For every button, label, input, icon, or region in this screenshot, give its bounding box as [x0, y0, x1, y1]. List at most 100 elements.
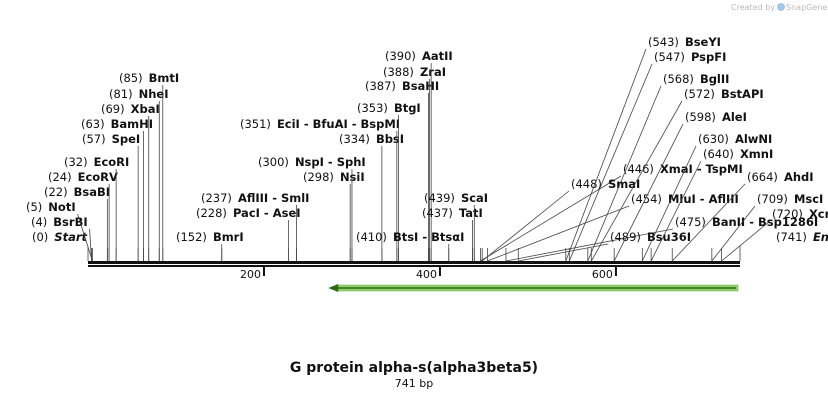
site-label: (0) Start: [32, 230, 88, 244]
site-position: (351): [240, 117, 271, 131]
feature-arrow-head: [328, 284, 339, 292]
site-label: (57) SpeI: [82, 132, 140, 146]
site-connector: [505, 228, 674, 262]
enzyme-name: BtsI - BtsαI: [393, 230, 464, 244]
enzyme-name: XmnI: [740, 147, 773, 161]
enzyme-name: MluI - AflIII: [668, 192, 739, 206]
ruler-tick-label: 200: [240, 268, 261, 281]
enzyme-name: AleI: [722, 110, 747, 124]
ruler-tick-label: 600: [592, 268, 613, 281]
site-position: (720): [772, 207, 803, 221]
site-label: (630) AlwNI: [698, 132, 772, 146]
site-position: (63): [81, 117, 105, 131]
site-label: (334) BbsI: [339, 132, 404, 146]
site-position: (572): [684, 87, 715, 101]
site-position: (5): [26, 200, 42, 214]
enzyme-name: AatII: [422, 49, 453, 63]
site-label: (32) EcoRI: [64, 155, 129, 169]
site-label: (448) SmaI: [571, 177, 640, 191]
site-label: (300) NspI - SphI: [258, 155, 366, 169]
site-position: (81): [109, 87, 133, 101]
site-connector: [565, 48, 647, 262]
site-position: (741): [776, 230, 807, 244]
site-label: (388) ZraI: [383, 65, 446, 79]
site-position: (237): [201, 191, 232, 205]
credit-brand: SnapGene: [786, 3, 828, 12]
sequence-length: 741 bp: [394, 377, 434, 390]
site-position: (387): [365, 79, 396, 93]
site-label: (63) BamHI: [81, 117, 153, 131]
enzyme-name: BglII: [700, 72, 730, 86]
site-label: (353) BtgI: [357, 101, 421, 115]
site-position: (547): [654, 50, 685, 64]
site-connector: [711, 205, 756, 262]
enzyme-name: XbaI: [131, 102, 160, 116]
site-connector: [587, 85, 662, 262]
enzyme-name: ZraI: [420, 65, 446, 79]
site-position: (709): [757, 192, 788, 206]
site-label: (410) BtsI - BtsαI: [356, 230, 464, 244]
map-title: G protein alpha-s(alpha3beta5): [289, 360, 539, 376]
site-label: (237) AflIII - SmlI: [201, 191, 309, 205]
ruler-tick-label: 400: [416, 268, 437, 281]
site-label: (439) ScaI: [424, 191, 488, 205]
site-label: (228) PacI - AseI: [196, 206, 301, 220]
site-connector: [721, 220, 771, 262]
site-connector: [77, 213, 93, 262]
snapgene-credit: Created by SnapGene: [731, 3, 827, 12]
site-position: (475): [675, 215, 706, 229]
site-label: (387) BsaHI: [365, 79, 439, 93]
site-position: (334): [339, 132, 370, 146]
site-position: (69): [101, 102, 125, 116]
enzyme-name: AhdI: [784, 170, 814, 184]
site-position: (388): [383, 65, 414, 79]
site-position: (57): [82, 132, 106, 146]
enzyme-name: BsaHI: [402, 79, 439, 93]
credit-prefix: Created by: [731, 3, 776, 12]
enzyme-name: BtgI: [394, 101, 421, 115]
enzyme-name: MscI: [794, 192, 823, 206]
backbone-top-strand: [88, 261, 740, 264]
site-position: (32): [64, 155, 88, 169]
site-connector: [641, 145, 697, 262]
site-connector: [613, 123, 684, 262]
site-label: (4) BsrBI: [31, 215, 88, 229]
site-label: (475) BanII - Bsp1286I: [675, 215, 818, 229]
enzyme-name: BmrI: [213, 230, 244, 244]
site-label: (489) Bsu36I: [610, 230, 691, 244]
site-position: (598): [685, 110, 716, 124]
enzyme-name: NspI - SphI: [295, 155, 366, 169]
site-position: (543): [648, 35, 679, 49]
site-connector: [671, 183, 746, 262]
enzyme-name: PspFI: [691, 50, 726, 64]
site-position: (390): [385, 49, 416, 63]
enzyme-name: TatI: [459, 206, 483, 220]
site-label: (446) XmaI - TspMI: [623, 162, 743, 176]
site-position: (85): [119, 71, 143, 85]
site-label: (85) BmtI: [119, 71, 179, 85]
enzyme-name: AlwNI: [735, 132, 772, 146]
site-label: (69) XbaI: [101, 102, 160, 116]
site-position: (300): [258, 155, 289, 169]
enzyme-name: BstAPI: [721, 87, 764, 101]
snapgene-logo-icon: [777, 3, 786, 11]
site-connector: [650, 160, 702, 262]
site-position: (353): [357, 101, 388, 115]
site-label: (351) EciI - BfuAI - BspMI: [240, 117, 400, 131]
site-connector: [480, 175, 622, 262]
site-position: (664): [747, 170, 778, 184]
enzyme-name: EcoRI: [94, 155, 130, 169]
enzyme-name: BanII - Bsp1286I: [712, 215, 818, 229]
enzyme-name: PacI - AseI: [233, 206, 301, 220]
enzyme-name: BamHI: [111, 117, 153, 131]
site-label: (741) End: [776, 230, 828, 244]
enzyme-name: End: [813, 230, 828, 244]
site-position: (489): [610, 230, 641, 244]
site-position: (152): [176, 230, 207, 244]
enzyme-name: NotI: [48, 200, 75, 214]
enzyme-name: BseYI: [685, 35, 721, 49]
site-label: (5) NotI: [26, 200, 76, 214]
site-position: (437): [422, 206, 453, 220]
site-connector: [590, 100, 683, 262]
